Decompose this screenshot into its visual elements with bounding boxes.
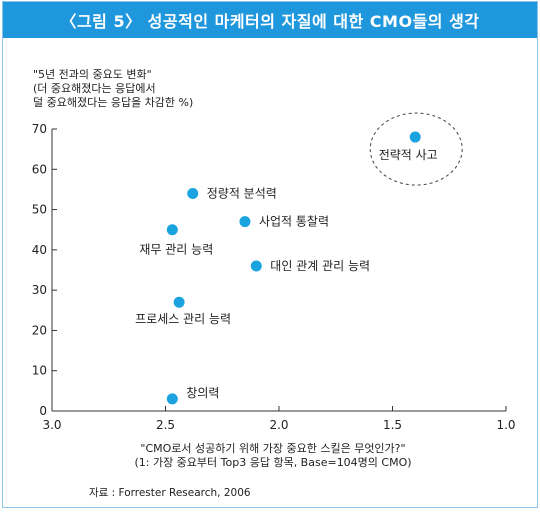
- highlight-ellipse: [369, 112, 463, 186]
- data-point-label: 재무 관리 능력: [139, 243, 213, 257]
- x-axis-label-line-1: "CMO로서 성공하기 위해 가장 중요한 스킬은 무엇인가?": [140, 442, 406, 455]
- y-tick-label: 20: [32, 323, 47, 337]
- y-tick-label: 50: [32, 203, 47, 217]
- data-point: [166, 393, 178, 405]
- figure-title: 〈그림 5〉 성공적인 마케터의 자질에 대한 CMO들의 생각: [3, 2, 537, 38]
- chart-ticks: 0 10 20 30 40 50 60 70 3.0 2.5 2.0 1.5 1.0: [32, 122, 516, 432]
- x-tick-label: 3.0: [42, 418, 61, 432]
- data-point-label: 창의력: [186, 386, 219, 400]
- data-point-label: 정량적 분석력: [207, 186, 277, 200]
- y-tick-label: 30: [32, 283, 47, 297]
- data-point: [166, 224, 178, 236]
- x-axis-label-line-2: (1: 가장 중요부터 Top3 응답 항목, Base=104명의 CMO): [134, 456, 412, 469]
- data-point: [250, 260, 262, 272]
- data-point: [239, 216, 251, 228]
- scatter-chart: 0 10 20 30 40 50 60 70 3.0 2.5 2.0 1.5 1.0 전략적 사고정량적…: [32, 112, 516, 432]
- x-tick-label: 2.5: [156, 418, 175, 432]
- y-axis-label-line-1: "5년 전과의 중요도 변화": [33, 68, 152, 81]
- data-point-label: 사업적 통찰력: [259, 215, 329, 229]
- x-axis-label: "CMO로서 성공하기 위해 가장 중요한 스킬은 무엇인가?" (1: 가장 …: [3, 442, 540, 470]
- data-point-label: 프로세스 관리 능력: [135, 312, 231, 326]
- y-axis-label-line-2: (더 중요해졌다는 응답에서: [33, 82, 156, 95]
- data-point: [173, 296, 185, 308]
- x-tick-label: 2.0: [269, 418, 288, 432]
- data-point-label: 대인 관계 관리 능력: [270, 259, 370, 273]
- y-tick-label: 40: [32, 243, 47, 257]
- y-tick-label: 10: [32, 364, 47, 378]
- y-tick-label: 60: [32, 162, 47, 176]
- x-tick-label: 1.0: [496, 418, 515, 432]
- y-tick-label: 0: [39, 404, 47, 418]
- x-tick-label: 1.5: [383, 418, 402, 432]
- data-point-label: 전략적 사고: [379, 148, 438, 162]
- data-point: [187, 187, 199, 199]
- data-point: [409, 131, 421, 143]
- y-axis-label-line-3: 덜 중요해졌다는 응답을 차감한 %): [33, 96, 194, 109]
- y-tick-label: 70: [32, 122, 47, 136]
- source-note: 자료 : Forrester Research, 2006: [89, 487, 251, 499]
